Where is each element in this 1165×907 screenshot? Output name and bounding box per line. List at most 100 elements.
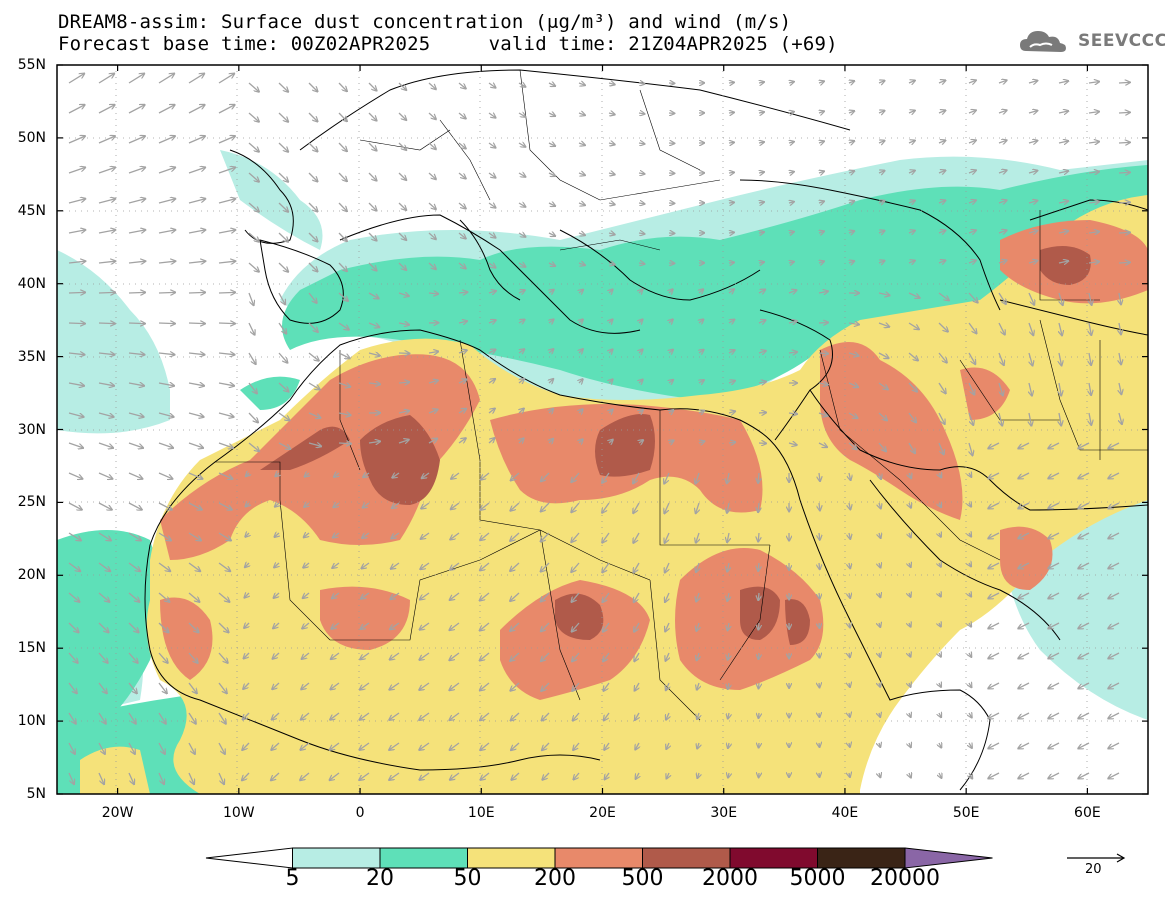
wind-arrow <box>420 562 430 569</box>
wind-arrow <box>988 682 1000 688</box>
wind-arrow <box>696 622 699 631</box>
wind-arrow <box>664 472 670 484</box>
wind-arrow <box>68 622 79 632</box>
wind-arrow <box>98 652 108 663</box>
wind-arrow <box>458 409 466 413</box>
wind-arrow <box>789 82 794 83</box>
wind-arrow <box>633 472 640 483</box>
wind-arrow <box>1029 352 1033 366</box>
wind-arrow <box>98 442 113 448</box>
wind-arrow <box>729 262 734 263</box>
wind-arrow <box>849 231 854 233</box>
lon-label: 20W <box>101 805 134 821</box>
wind-arrow <box>578 173 585 175</box>
wind-arrow <box>188 472 202 479</box>
wind-arrow <box>849 683 850 687</box>
wind-arrow <box>1078 622 1090 628</box>
wind-arrow <box>1078 502 1090 508</box>
wind-arrow <box>248 232 259 242</box>
wind-arrow <box>879 653 880 657</box>
wind-arrow <box>305 473 309 477</box>
wind-arrow <box>128 742 135 754</box>
wind-arrow <box>938 442 944 454</box>
wind-arrow <box>420 592 430 600</box>
wind-arrow <box>1119 322 1121 334</box>
wind-arrow <box>278 442 290 449</box>
wind-arrow <box>68 472 82 479</box>
wind-arrow <box>572 652 580 661</box>
wind-arrow <box>428 380 438 383</box>
wind-arrow <box>667 773 670 779</box>
wind-arrow <box>729 202 734 203</box>
wind-arrow <box>1078 532 1090 538</box>
wind-arrow <box>699 289 703 293</box>
wind-arrow <box>666 652 670 661</box>
wind-arrow <box>308 262 318 272</box>
wind-arrow <box>128 74 144 84</box>
wind-arrow <box>1048 442 1060 448</box>
wind-arrow <box>68 199 85 204</box>
wind-arrow <box>878 442 886 451</box>
wind-arrow <box>278 82 288 92</box>
wind-arrow <box>218 532 231 541</box>
wind-arrow <box>728 773 729 778</box>
wind-arrow <box>998 352 1004 365</box>
wind-arrow <box>1118 202 1130 203</box>
wind-arrow <box>488 263 496 268</box>
wind-arrow <box>428 82 436 89</box>
wind-arrow <box>98 412 114 417</box>
colorbar <box>205 847 993 869</box>
wind-arrow <box>878 293 890 295</box>
wind-arrow <box>998 292 1006 304</box>
wind-arrow <box>330 712 340 720</box>
wind-arrow <box>968 110 976 113</box>
wind-arrow <box>938 322 948 332</box>
wind-arrow <box>1088 172 1099 173</box>
wind-arrow <box>303 592 310 598</box>
wind-arrow <box>1018 532 1030 538</box>
wind-arrow <box>128 442 143 448</box>
wind-arrow <box>338 82 347 91</box>
wind-arrow <box>338 202 347 211</box>
wind-arrow <box>98 622 109 632</box>
wind-arrow <box>849 472 851 480</box>
wind-arrow <box>398 82 406 90</box>
wind-arrow <box>969 653 971 657</box>
wind-arrow <box>879 111 885 113</box>
wind-arrow <box>1048 742 1060 748</box>
wind-arrow <box>849 171 854 173</box>
wind-arrow <box>635 712 639 720</box>
wind-arrow <box>300 742 310 750</box>
wind-arrow <box>368 172 377 181</box>
wind-arrow <box>243 712 250 719</box>
lat-label: 30N <box>17 421 46 438</box>
wind-arrow <box>158 261 175 263</box>
wind-arrow <box>308 292 317 303</box>
wind-arrow <box>849 713 850 717</box>
wind-arrow <box>1018 472 1030 478</box>
wind-arrow <box>572 592 580 602</box>
colorbar-low-extension <box>205 847 293 869</box>
wind-arrow <box>1018 652 1030 658</box>
colorbar-label: 2000 <box>702 866 758 891</box>
wind-arrow <box>428 352 438 354</box>
wind-arrow <box>579 409 583 413</box>
wind-arrow <box>727 472 729 483</box>
wind-arrow <box>542 712 550 721</box>
wind-arrow <box>398 232 406 240</box>
lat-label: 5N <box>26 786 46 802</box>
wind-arrow <box>308 443 321 446</box>
wind-arrow <box>608 263 615 265</box>
wind-arrow <box>1018 622 1030 628</box>
wind-arrow <box>879 472 881 479</box>
wind-arrow <box>518 83 525 87</box>
wind-arrow <box>634 652 640 661</box>
wind-arrow <box>849 773 850 777</box>
wind-arrow <box>68 562 80 571</box>
wind-arrow <box>727 532 729 542</box>
colorbar-label: 200 <box>534 866 576 891</box>
wind-arrow <box>188 532 201 541</box>
wind-arrow <box>511 772 520 780</box>
wind-arrow <box>308 382 320 389</box>
wind-arrow <box>908 292 920 298</box>
